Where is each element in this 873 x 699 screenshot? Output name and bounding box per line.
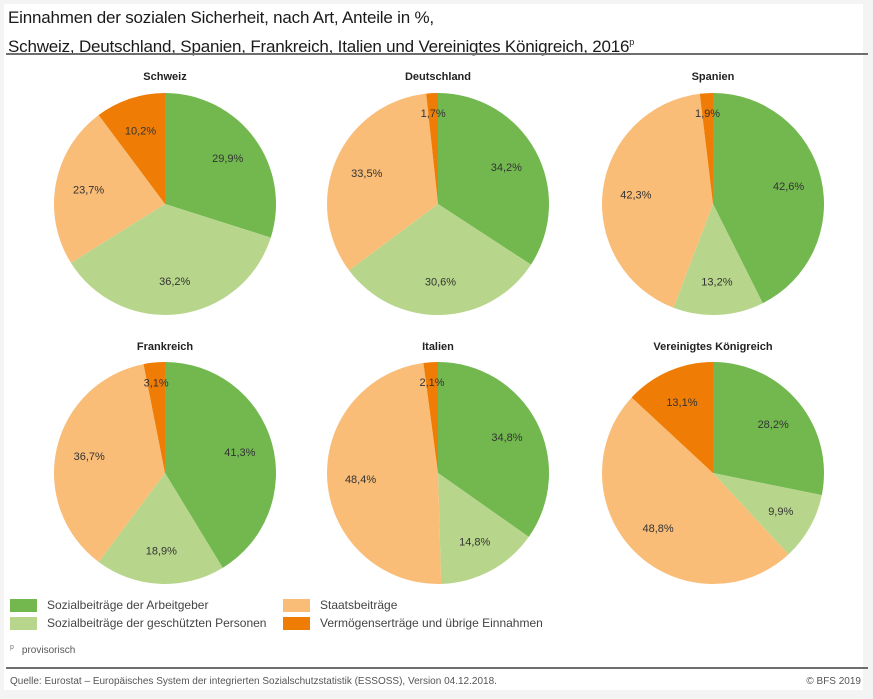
footnote: p provisorisch [10, 644, 75, 656]
legend-label: Sozialbeiträge der geschützten Personen [47, 616, 267, 630]
pie-slice-arbeitgeber [713, 93, 824, 304]
data-label: 18,9% [146, 546, 177, 558]
pie-slice-arbeitgeber [438, 93, 549, 265]
data-label: 42,6% [773, 181, 804, 193]
pie-slice-staat [53, 115, 165, 263]
data-label: 14,8% [459, 536, 490, 548]
data-label: 34,2% [491, 162, 522, 174]
pie-slice-staat [601, 93, 713, 308]
data-label: 30,6% [425, 277, 456, 289]
data-label: 23,7% [73, 185, 104, 197]
footnote-marker: p [10, 644, 14, 651]
data-label: 42,3% [620, 190, 651, 202]
data-label: 33,5% [351, 168, 382, 180]
data-label: 41,3% [224, 447, 255, 459]
pie-slice-vermoegen [143, 361, 165, 473]
chart-title: Einnahmen der sozialen Sicherheit, nach … [8, 6, 634, 59]
data-label: 34,8% [491, 432, 522, 444]
data-label: 28,2% [758, 419, 789, 431]
pie-slice-vermoegen [98, 93, 165, 204]
data-label: 1,7% [421, 108, 446, 120]
pie-schweiz: Schweiz 29,9% 36,2% 23,7% 10,2% [53, 71, 276, 315]
pie-charts: Schweiz 29,9% 36,2% 23,7% 10,2% Deutschland 34… [53, 71, 824, 585]
pie-slice-arbeitgeber [165, 93, 276, 238]
pie-slice-staat [53, 364, 165, 562]
pie-slice-vermoegen [699, 93, 713, 204]
data-label: 13,1% [666, 397, 697, 409]
legend-swatch-vermoegen [283, 616, 310, 630]
footer-divider [6, 667, 868, 669]
pie-slice-geschuetzte [349, 204, 531, 316]
data-label: 48,4% [345, 474, 376, 486]
footnote-text: provisorisch [21, 645, 76, 656]
pie-title: Spanien [692, 71, 735, 83]
data-label: 29,9% [212, 153, 243, 165]
pie-slice-staat [601, 397, 789, 585]
copyright-text: © BFS 2019 [806, 676, 861, 687]
pie-spanien: Spanien 42,6% 13,2% 42,3% 1,9% [601, 71, 824, 315]
pie-slice-staat [327, 93, 438, 271]
pie-vereinigtes-koenigreich: Vereinigtes Königreich 28,2% 9,9% 48,8% 13,1… [601, 341, 824, 585]
pie-slice-arbeitgeber [165, 362, 276, 568]
pie-slice-arbeitgeber [713, 362, 824, 496]
pie-slice-geschuetzte [98, 473, 223, 584]
legend-item-vermoegen: Vermögenserträge und übrige Einnahmen [283, 615, 543, 631]
pie-slice-vermoegen [631, 362, 713, 473]
pie-slice-geschuetzte [713, 473, 822, 555]
legend-label: Staatsbeiträge [320, 598, 398, 612]
data-label: 3,1% [144, 377, 169, 389]
data-label: 9,9% [768, 506, 793, 518]
pie-deutschland: Deutschland 34,2% 30,6% 33,5% 1,7% [327, 71, 549, 316]
pie-italien: Italien 34,8% 14,8% 48,4% 2,1% [326, 341, 549, 584]
pie-title: Deutschland [405, 71, 471, 83]
data-label: 36,2% [159, 276, 190, 288]
provisional-marker: p [629, 37, 635, 47]
data-label: 48,8% [642, 523, 673, 535]
legend-label: Sozialbeiträge der Arbeitgeber [47, 598, 209, 612]
pie-frankreich: Frankreich 41,3% 18,9% 36,7% 3,1% [53, 341, 276, 584]
title-divider [6, 53, 868, 55]
legend-item-geschuetzte: Sozialbeiträge der geschützten Personen [10, 615, 266, 631]
pie-slice-arbeitgeber [438, 361, 549, 537]
legend-swatch-staat [283, 598, 310, 612]
legend-item-staat: Staatsbeiträge [283, 597, 397, 613]
pie-slice-geschuetzte [438, 473, 529, 584]
pie-title: Italien [422, 341, 454, 353]
chart-title-line2: Schweiz, Deutschland, Spanien, Frankreic… [8, 37, 630, 56]
legend-label: Vermögenserträge und übrige Einnahmen [320, 616, 543, 630]
legend-item-arbeitgeber: Sozialbeiträge der Arbeitgeber [10, 597, 208, 613]
chart-title-line1: Einnahmen der sozialen Sicherheit, nach … [8, 8, 434, 27]
pie-slice-vermoegen [426, 93, 438, 204]
pie-title: Frankreich [137, 341, 194, 353]
pie-slice-staat [326, 362, 442, 584]
data-label: 10,2% [125, 125, 156, 137]
pie-slice-geschuetzte [673, 204, 763, 315]
legend-swatch-arbeitgeber [10, 598, 37, 612]
pie-title: Vereinigtes Königreich [653, 341, 772, 353]
pie-slice-vermoegen [423, 361, 438, 473]
source-text: Quelle: Eurostat – Europäisches System d… [10, 676, 497, 687]
data-label: 36,7% [74, 451, 105, 463]
pie-slice-geschuetzte [70, 204, 271, 315]
legend-swatch-geschuetzte [10, 616, 37, 630]
data-label: 1,9% [695, 108, 720, 120]
data-label: 2,1% [419, 377, 444, 389]
pie-title: Schweiz [143, 71, 187, 83]
data-label: 13,2% [701, 277, 732, 289]
